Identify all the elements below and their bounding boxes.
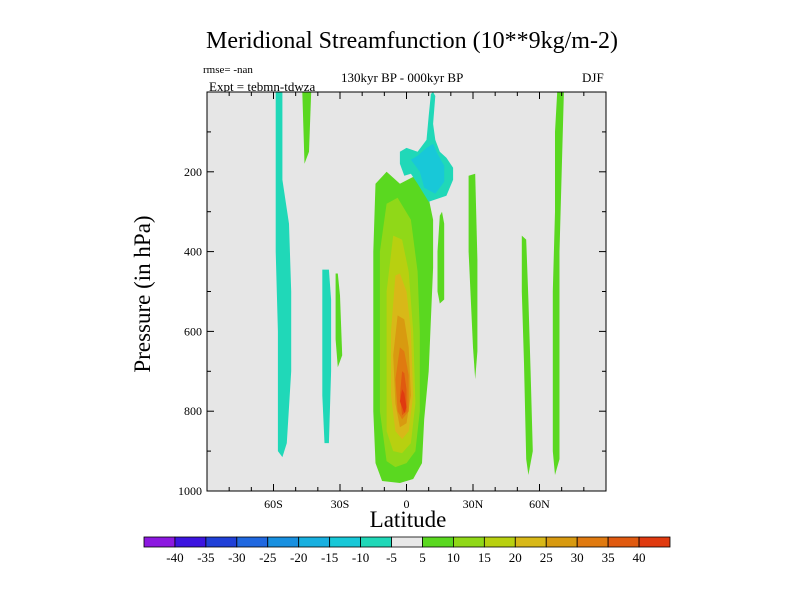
colorbar-swatch bbox=[236, 536, 269, 548]
colorbar-swatch bbox=[483, 536, 516, 548]
colorbar-swatch bbox=[329, 536, 361, 548]
colorbar-swatch bbox=[267, 536, 300, 548]
colorbar-label: 35 bbox=[602, 550, 615, 565]
x-tick-label: 30S bbox=[331, 497, 350, 511]
colorbar-label: -15 bbox=[321, 550, 338, 565]
colorbar-label: 40 bbox=[633, 550, 646, 565]
colorbar-label: -5 bbox=[386, 550, 397, 565]
colorbar-swatch bbox=[453, 536, 485, 548]
x-tick-label: 0 bbox=[404, 497, 410, 511]
colorbar-swatch bbox=[514, 536, 547, 548]
colorbar-label: 20 bbox=[509, 550, 522, 565]
contour-region-sh-mid-lat-negative-band bbox=[322, 269, 332, 444]
contour-regions bbox=[275, 92, 564, 484]
colorbar-label: -40 bbox=[166, 550, 183, 565]
colorbar-label: -20 bbox=[290, 550, 307, 565]
colorbar-swatch bbox=[174, 536, 207, 548]
colorbar-swatch bbox=[576, 536, 609, 548]
chart-title: Meridional Streamfunction (10**9kg/m-2) bbox=[206, 28, 618, 54]
contour-region-nh-mid-lat-positive bbox=[521, 235, 533, 475]
colorbar-swatch bbox=[422, 536, 454, 548]
colorbar-label: -25 bbox=[259, 550, 276, 565]
colorbar-swatch bbox=[545, 536, 578, 548]
x-tick-label: 30N bbox=[463, 497, 484, 511]
x-tick-label: 60N bbox=[529, 497, 550, 511]
experiment-label: Expt = tebmn-tdwza bbox=[209, 79, 316, 94]
colorbar-swatch bbox=[607, 536, 640, 548]
colorbar-swatch bbox=[143, 536, 176, 548]
x-tick-label: 60S bbox=[264, 497, 283, 511]
y-tick-label: 800 bbox=[184, 404, 202, 418]
season-label: DJF bbox=[582, 70, 604, 85]
colorbar-swatch bbox=[298, 536, 331, 548]
colorbar-swatch bbox=[205, 536, 238, 548]
colorbar-swatch bbox=[638, 536, 671, 548]
colorbar-label: -35 bbox=[197, 550, 214, 565]
x-ticks: 60S 30S 0 30N 60N bbox=[228, 92, 585, 511]
contour-region-nh-positive-streak bbox=[468, 173, 478, 380]
contour-region-sh-positive-streak-upper bbox=[302, 92, 312, 164]
colorbar-label: -30 bbox=[228, 550, 245, 565]
contour-region-sh-high-lat-negative-band bbox=[275, 92, 292, 458]
contour-region-cell-level-40 bbox=[399, 389, 407, 414]
colorbar-label: 30 bbox=[571, 550, 584, 565]
colorbar-label: 15 bbox=[478, 550, 491, 565]
contour-region-nh-high-lat-positive bbox=[552, 92, 564, 475]
y-ticks: 200 400 600 800 1000 bbox=[178, 131, 606, 498]
period-label: 130kyr BP - 000kyr BP bbox=[341, 70, 464, 85]
colorbar-label: 10 bbox=[447, 550, 460, 565]
colorbar: -40 -35 -30 -25 -20 -15 -10 -5 5 10 15 20 25 30 35 40 bbox=[143, 536, 671, 565]
colorbar-label: -10 bbox=[352, 550, 369, 565]
contour-region-nh-subtrop-pos-upper bbox=[437, 211, 445, 304]
y-tick-label: 600 bbox=[184, 324, 202, 338]
colorbar-label: 5 bbox=[419, 550, 426, 565]
contour-region-eq-upper-neg-10 bbox=[410, 143, 445, 194]
colorbar-label: 25 bbox=[540, 550, 553, 565]
y-tick-label: 200 bbox=[184, 165, 202, 179]
x-axis-label: Latitude bbox=[369, 507, 447, 532]
y-tick-label: 1000 bbox=[178, 484, 202, 498]
colorbar-swatch bbox=[391, 536, 423, 548]
contour-region-sh-positive-streak-mid bbox=[335, 273, 343, 368]
colorbar-swatch bbox=[360, 536, 392, 548]
y-tick-label: 400 bbox=[184, 245, 202, 259]
rmse-label: rmse= -nan bbox=[203, 64, 253, 76]
